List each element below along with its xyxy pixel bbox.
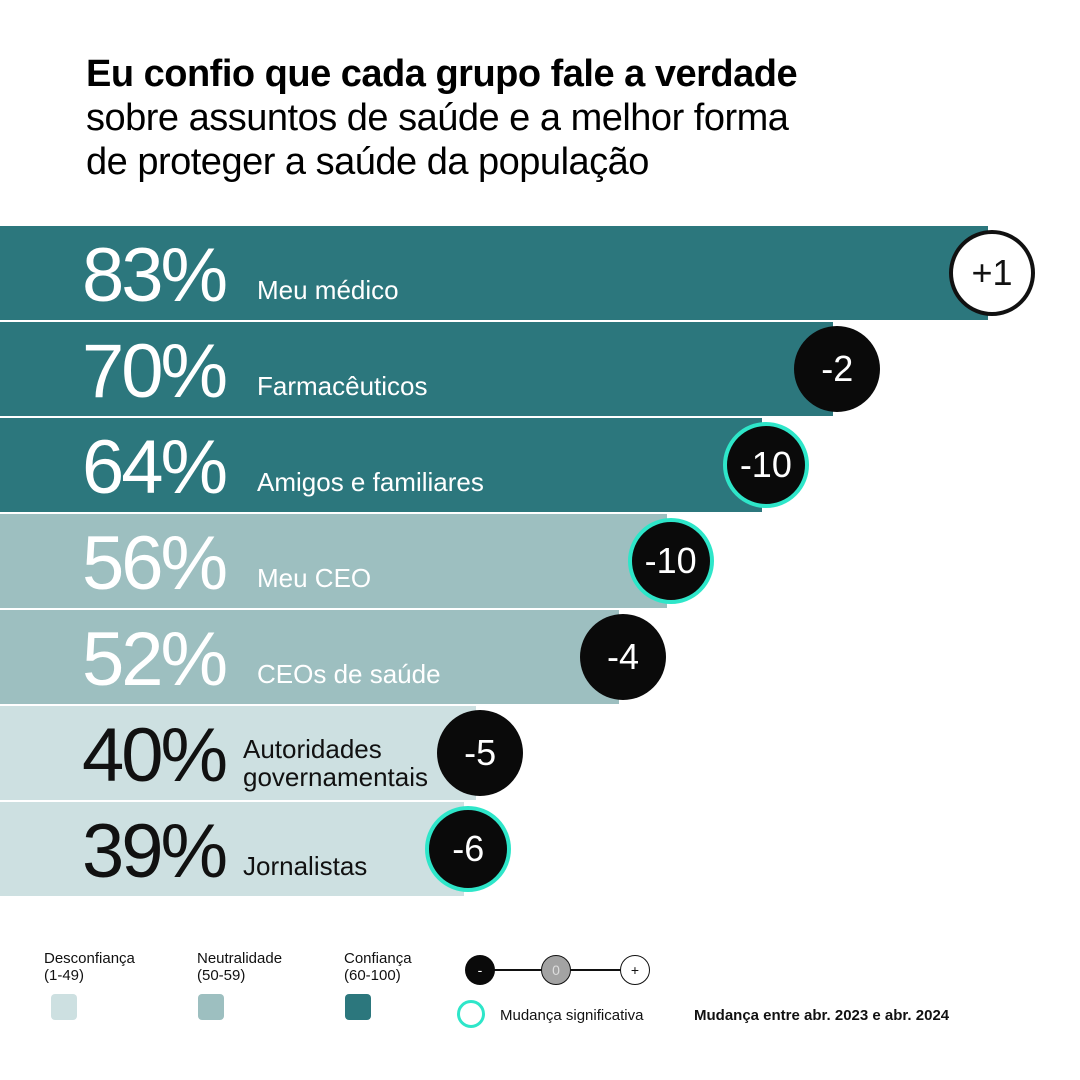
change-bubble: -10 bbox=[722, 422, 809, 508]
bar-value-label: 70% bbox=[82, 329, 228, 414]
legend-trust-swatch bbox=[345, 994, 371, 1020]
change-bubble: -6 bbox=[425, 806, 512, 892]
bar-value-label: 64% bbox=[82, 425, 228, 510]
bar bbox=[0, 322, 834, 416]
bar bbox=[0, 418, 762, 512]
bar bbox=[0, 610, 619, 704]
bar-category-label: Amigos e familiares bbox=[257, 468, 484, 496]
bar-category-label-line: Jornalistas bbox=[243, 851, 368, 881]
bar-category-label-line: CEOs de saúde bbox=[257, 659, 441, 689]
legend-neutral-label: Neutralidade bbox=[197, 950, 283, 967]
bar bbox=[0, 514, 667, 608]
bar-category-label-line: Amigos e familiares bbox=[257, 467, 484, 497]
bar-category-label-line: Autoridades bbox=[243, 734, 382, 764]
bar-value-label: 52% bbox=[82, 617, 228, 702]
bar-value-label: 56% bbox=[82, 521, 228, 606]
change-bubble: -5 bbox=[437, 710, 524, 796]
change-bubble: -4 bbox=[579, 614, 666, 700]
title-line-2: sobre assuntos de saúde e a melhor forma bbox=[86, 97, 789, 139]
legend-neutral-swatch bbox=[198, 994, 224, 1020]
bar-category-label: Meu médico bbox=[257, 276, 399, 304]
legend-trust: Confiança (60-100) bbox=[344, 950, 412, 984]
chart-title: Eu confio que cada grupo fale a verdade … bbox=[86, 52, 986, 184]
legend-trust-range: (60-100) bbox=[344, 967, 401, 984]
change-bubble: +1 bbox=[949, 230, 1035, 316]
bar-category-label: CEOs de saúde bbox=[257, 660, 441, 688]
title-line-3: de proteger a saúde da população bbox=[86, 141, 649, 183]
significant-change-label: Mudança significativa bbox=[500, 1007, 644, 1024]
title-bold-line: Eu confio que cada grupo fale a verdade bbox=[86, 53, 798, 95]
change-bubble: -2 bbox=[794, 326, 881, 412]
scale-zero-dot: 0 bbox=[541, 955, 571, 985]
legend-distrust: Desconfiança (1-49) bbox=[44, 950, 135, 984]
bar-category-label: Meu CEO bbox=[257, 564, 371, 592]
scale-minus-dot: - bbox=[465, 955, 495, 985]
bar bbox=[0, 706, 477, 800]
legend-neutral-range: (50-59) bbox=[197, 967, 246, 984]
bar bbox=[0, 226, 988, 320]
change-period-note: Mudança entre abr. 2023 e abr. 2024 bbox=[694, 1007, 950, 1024]
legend-trust-label: Confiança bbox=[344, 950, 412, 967]
bar-value-label: 40% bbox=[82, 713, 228, 798]
bar-category-label-line: Farmacêuticos bbox=[257, 371, 428, 401]
scale-plus-dot: + bbox=[620, 955, 650, 985]
bar-category-label-line: Meu CEO bbox=[257, 563, 372, 593]
bar-category-label-line: governamentais bbox=[243, 762, 428, 792]
bar-category-label: Jornalistas bbox=[243, 852, 367, 880]
bar-value-label: 39% bbox=[82, 809, 228, 894]
legend-distrust-label: Desconfiança bbox=[44, 950, 135, 967]
bar-value-label: 83% bbox=[82, 233, 228, 318]
significant-change-ring-icon bbox=[457, 1000, 485, 1028]
legend-neutral: Neutralidade (50-59) bbox=[197, 950, 282, 984]
legend-distrust-swatch bbox=[51, 994, 77, 1020]
bar-category-label: Farmacêuticos bbox=[257, 372, 428, 400]
bar-category-label-line: Meu médico bbox=[257, 275, 399, 305]
bar-category-label: Autoridades governamentais bbox=[243, 735, 428, 791]
legend-distrust-range: (1-49) bbox=[44, 967, 85, 984]
change-bubble: -10 bbox=[627, 518, 714, 604]
bar bbox=[0, 802, 465, 896]
